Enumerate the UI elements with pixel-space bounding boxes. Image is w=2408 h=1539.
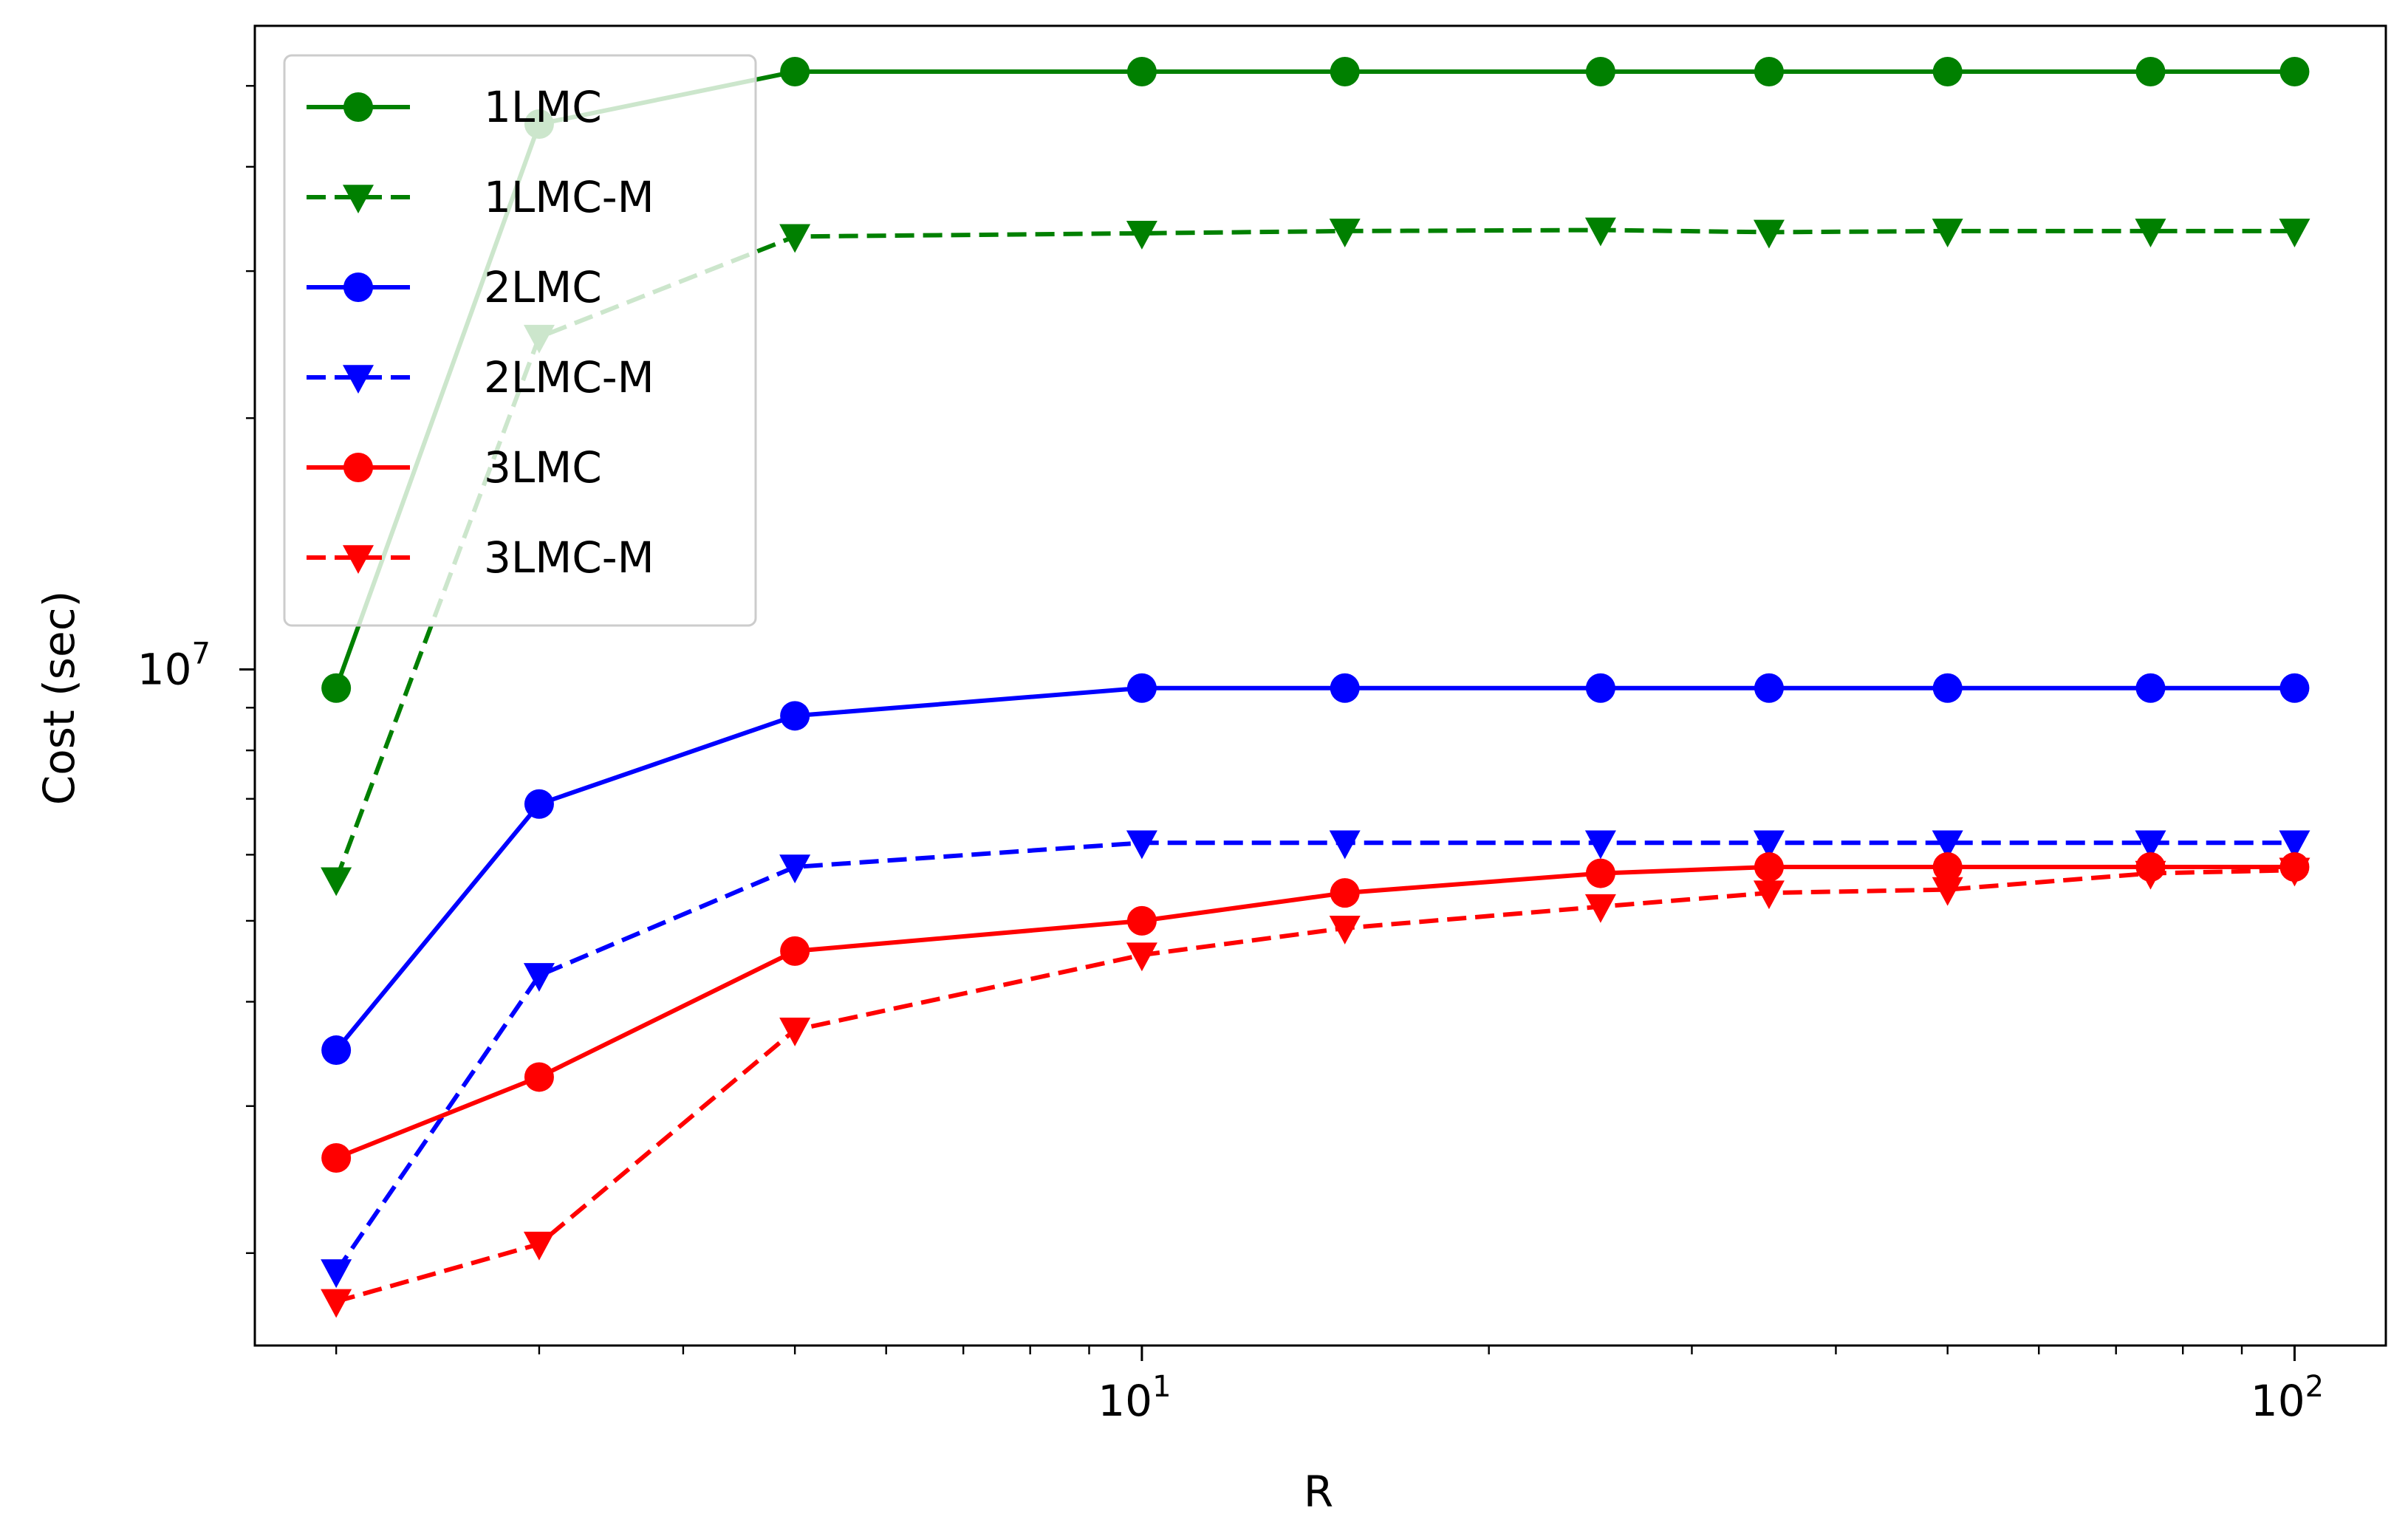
data-point-2lmc-2 xyxy=(780,701,810,731)
plot-frame xyxy=(253,24,2387,1347)
legend-entry-1lmc-m: 1LMC-M xyxy=(307,172,654,222)
data-point-3lmc-m-4 xyxy=(1329,916,1361,945)
legend-marker xyxy=(343,185,374,214)
data-point-2lmc-m-8 xyxy=(2135,830,2166,860)
data-point-1lmc-9 xyxy=(2279,57,2310,87)
data-point-3lmc-0 xyxy=(321,1143,352,1173)
series-2lmc-m xyxy=(321,830,2310,1289)
data-point-1lmc-2 xyxy=(780,57,810,87)
data-point-1lmc-m-3 xyxy=(1126,221,1157,250)
series-line-3lmc xyxy=(335,865,2295,1160)
data-point-1lmc-m-9 xyxy=(2279,219,2310,247)
data-point-2lmc-1 xyxy=(524,789,554,819)
legend-marker xyxy=(343,453,373,482)
data-point-2lmc-8 xyxy=(2135,673,2166,703)
data-point-2lmc-m-7 xyxy=(1932,830,1963,860)
data-point-2lmc-m-4 xyxy=(1329,830,1361,860)
legend-marker xyxy=(343,273,373,302)
data-point-3lmc-m-2 xyxy=(779,1017,811,1046)
data-point-2lmc-m-1 xyxy=(523,963,555,993)
y-tick-label: 107 xyxy=(137,637,211,695)
data-point-3lmc-m-7 xyxy=(1932,877,1963,906)
x-tick-label: 102 xyxy=(2251,1370,2324,1426)
data-point-3lmc-m-8 xyxy=(2135,860,2166,890)
data-point-2lmc-4 xyxy=(1330,673,1360,703)
data-point-2lmc-m-6 xyxy=(1753,830,1785,860)
data-point-2lmc-m-0 xyxy=(321,1259,352,1289)
data-point-3lmc-m-9 xyxy=(2279,857,2310,887)
x-axis-label: R xyxy=(1304,1467,1333,1517)
y-axis-label: Cost (sec) xyxy=(34,591,84,805)
data-point-3lmc-7 xyxy=(1932,852,1963,882)
series-3lmc-m xyxy=(321,857,2310,1318)
data-point-1lmc-m-7 xyxy=(1932,219,1963,247)
data-point-1lmc-4 xyxy=(1330,57,1360,87)
data-point-2lmc-6 xyxy=(1754,673,1784,703)
data-point-1lmc-m-2 xyxy=(779,224,811,253)
legend-label: 2LMC-M xyxy=(484,352,654,402)
legend-entry-2lmc-m: 2LMC-M xyxy=(307,352,654,402)
legend-entry-1lmc: 1LMC xyxy=(307,82,602,132)
legend-entry-3lmc: 3LMC xyxy=(307,442,602,493)
data-point-2lmc-7 xyxy=(1932,673,1963,703)
series-line-2lmc xyxy=(334,685,2295,1052)
data-point-1lmc-6 xyxy=(1754,57,1784,87)
data-point-1lmc-m-4 xyxy=(1329,219,1361,247)
data-point-1lmc-m-5 xyxy=(1584,217,1616,247)
data-point-1lmc-7 xyxy=(1932,57,1963,87)
legend-entry-2lmc: 2LMC xyxy=(307,262,602,312)
data-point-3lmc-m-6 xyxy=(1753,880,1785,910)
series-3lmc xyxy=(321,852,2310,1173)
data-point-1lmc-3 xyxy=(1126,57,1157,87)
legend-label: 3LMC xyxy=(484,442,602,493)
legend: 1LMC 1LMC-M 2LMC 2LMC-M 3LMC 3LMC-M xyxy=(283,54,757,627)
data-point-1lmc-8 xyxy=(2135,57,2166,87)
legend-marker xyxy=(343,365,374,394)
legend-marker xyxy=(343,545,374,575)
axes: 101 102 107 xyxy=(137,24,2387,1426)
data-point-2lmc-m-2 xyxy=(779,854,811,884)
data-point-2lmc-m-3 xyxy=(1126,830,1157,860)
data-point-3lmc-2 xyxy=(780,936,810,966)
legend-label: 2LMC xyxy=(484,262,602,312)
data-point-2lmc-9 xyxy=(2279,673,2310,703)
data-point-1lmc-m-0 xyxy=(321,867,352,897)
data-point-3lmc-m-0 xyxy=(321,1289,352,1318)
series-line-3lmc-m xyxy=(335,868,2295,1304)
data-point-1lmc-5 xyxy=(1585,57,1615,87)
legend-label: 1LMC-M xyxy=(484,172,654,222)
data-point-3lmc-m-1 xyxy=(523,1231,555,1261)
data-point-3lmc-m-3 xyxy=(1126,942,1157,972)
data-point-1lmc-m-6 xyxy=(1753,219,1785,249)
legend-marker xyxy=(343,92,373,122)
legend-entry-3lmc-m: 3LMC-M xyxy=(307,532,654,583)
data-point-3lmc-3 xyxy=(1126,905,1157,936)
data-point-3lmc-6 xyxy=(1754,852,1784,882)
data-point-3lmc-5 xyxy=(1585,858,1615,888)
data-point-2lmc-m-9 xyxy=(2279,830,2310,860)
data-point-3lmc-1 xyxy=(524,1062,554,1092)
legend-label: 1LMC xyxy=(484,82,602,132)
x-tick-label: 101 xyxy=(1098,1370,1171,1426)
data-point-2lmc-3 xyxy=(1126,673,1157,703)
data-point-2lmc-0 xyxy=(321,1035,352,1066)
data-point-1lmc-m-8 xyxy=(2135,219,2166,247)
data-point-3lmc-4 xyxy=(1330,878,1360,908)
data-point-1lmc-0 xyxy=(321,673,352,703)
data-point-2lmc-5 xyxy=(1585,673,1615,703)
data-point-3lmc-m-5 xyxy=(1584,894,1616,923)
legend-label: 3LMC-M xyxy=(484,532,654,583)
data-point-2lmc-m-5 xyxy=(1584,830,1616,860)
series-2lmc xyxy=(321,673,2310,1066)
series-line-2lmc-m xyxy=(334,840,2295,1273)
